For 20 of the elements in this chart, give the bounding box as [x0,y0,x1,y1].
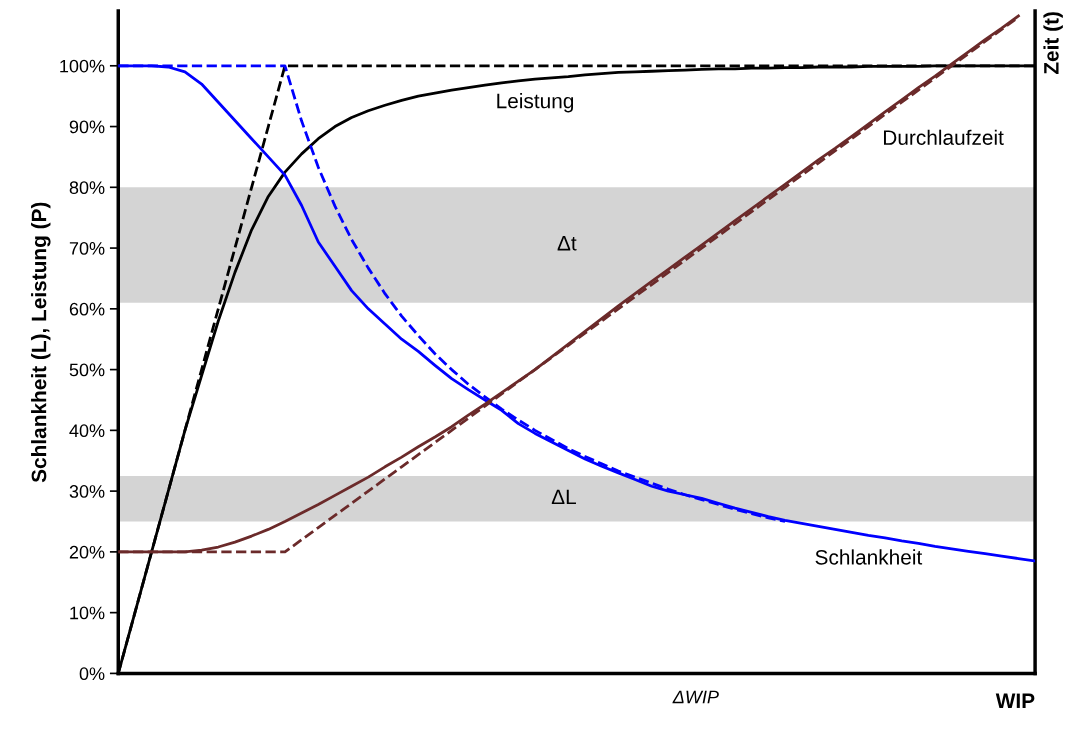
y-tick-label: 70% [69,242,105,255]
series-label: Leistung [497,93,574,113]
y-tick-label: 80% [69,181,105,195]
series-label: Schlankheit [815,549,923,565]
y-tick-label: 30% [69,485,105,498]
y-tick-label: 60% [69,302,105,316]
band-label: ΔL [551,489,576,505]
y2-axis-title: Zeit (t) [1043,12,1063,75]
y-tick-label: 20% [69,545,105,559]
band-label: Δt [557,236,577,251]
x-axis-title: WIP [995,693,1035,708]
y-tick-label: 10% [70,606,105,620]
y-tick-label: 90% [69,120,105,134]
y-axis-title: Schlankheit (L), Leistung (P) [31,202,51,483]
y-tick-label: 0% [79,667,105,681]
y-tick-label: 50% [69,363,105,377]
y-tick-label: 100% [60,59,105,73]
text: ΔWIP [672,690,719,704]
series-label: Durchlaufzeit [883,129,1004,145]
y-tick-label: 40% [69,424,105,438]
